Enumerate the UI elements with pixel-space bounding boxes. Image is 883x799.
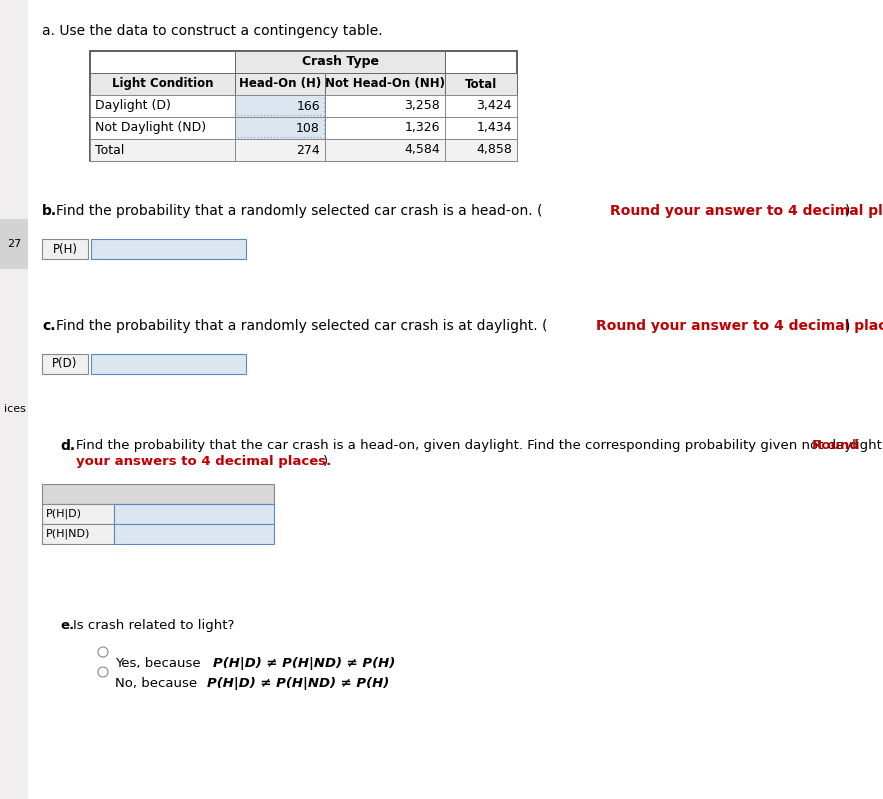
Text: ices: ices <box>4 404 26 414</box>
Circle shape <box>98 667 108 677</box>
Text: 274: 274 <box>297 144 320 157</box>
Text: d.: d. <box>60 439 75 453</box>
Text: Find the probability that the car crash is a head-on, given daylight. Find the c: Find the probability that the car crash … <box>76 439 883 452</box>
Text: Daylight (D): Daylight (D) <box>95 100 171 113</box>
Bar <box>235 139 325 161</box>
Bar <box>235 95 325 117</box>
Bar <box>325 73 445 95</box>
Text: Head-On (H): Head-On (H) <box>239 78 321 90</box>
Bar <box>235 51 445 73</box>
Text: P(H|ND): P(H|ND) <box>46 529 90 539</box>
Text: 166: 166 <box>297 100 320 113</box>
Text: 3,258: 3,258 <box>404 100 440 113</box>
Text: ): ) <box>845 204 850 218</box>
Text: 1,434: 1,434 <box>477 121 512 134</box>
Text: a. Use the data to construct a contingency table.: a. Use the data to construct a contingen… <box>42 24 382 38</box>
Bar <box>90 73 235 95</box>
Bar <box>42 504 114 524</box>
Text: P(H|D): P(H|D) <box>46 509 82 519</box>
Text: Light Condition: Light Condition <box>112 78 214 90</box>
Text: e.: e. <box>60 619 74 632</box>
Bar <box>90 117 235 139</box>
Text: Not Daylight (ND): Not Daylight (ND) <box>95 121 206 134</box>
Circle shape <box>98 647 108 657</box>
Text: 4,858: 4,858 <box>476 144 512 157</box>
Bar <box>42 354 88 374</box>
Text: Round your answer to 4 decimal places.: Round your answer to 4 decimal places. <box>610 204 883 218</box>
Text: Total: Total <box>95 144 125 157</box>
Text: 3,424: 3,424 <box>477 100 512 113</box>
Text: ): ) <box>845 319 850 333</box>
Bar <box>325 117 445 139</box>
Bar <box>90 139 235 161</box>
Bar <box>445 117 517 139</box>
Text: c.: c. <box>42 319 56 333</box>
Bar <box>0 219 28 269</box>
Text: P(H|D) ≠ P(H|ND) ≠ P(H): P(H|D) ≠ P(H|ND) ≠ P(H) <box>207 677 389 690</box>
Bar <box>91 239 246 259</box>
Bar <box>42 484 274 504</box>
Text: 4,584: 4,584 <box>404 144 440 157</box>
Bar <box>114 504 274 524</box>
Text: Total: Total <box>464 78 497 90</box>
Bar <box>114 524 274 544</box>
Text: P(H): P(H) <box>52 243 78 256</box>
Text: Find the probability that a randomly selected car crash is a head-on. (: Find the probability that a randomly sel… <box>56 204 542 218</box>
Text: 108: 108 <box>296 121 320 134</box>
Bar <box>445 73 517 95</box>
Bar <box>445 139 517 161</box>
Text: Round: Round <box>812 439 860 452</box>
Text: Find the probability that a randomly selected car crash is at daylight. (: Find the probability that a randomly sel… <box>56 319 547 333</box>
Text: Round your answer to 4 decimal places.: Round your answer to 4 decimal places. <box>596 319 883 333</box>
Text: 1,326: 1,326 <box>404 121 440 134</box>
Bar <box>42 524 114 544</box>
Bar <box>90 51 517 161</box>
Text: Yes, because: Yes, because <box>115 657 205 670</box>
Text: P(H|D) ≠ P(H|ND) ≠ P(H): P(H|D) ≠ P(H|ND) ≠ P(H) <box>213 657 396 670</box>
Text: No, because: No, because <box>115 677 201 690</box>
Bar <box>235 73 325 95</box>
Text: Is crash related to light?: Is crash related to light? <box>73 619 234 632</box>
Text: Not Head-On (NH): Not Head-On (NH) <box>325 78 445 90</box>
Text: P(D): P(D) <box>52 357 78 371</box>
Bar <box>91 354 246 374</box>
Bar <box>325 95 445 117</box>
Bar <box>90 95 235 117</box>
Text: 27: 27 <box>7 239 21 249</box>
Text: ): ) <box>323 455 328 468</box>
Bar <box>445 95 517 117</box>
Bar <box>0 0 28 799</box>
Text: Crash Type: Crash Type <box>301 55 379 69</box>
Text: your answers to 4 decimal places.: your answers to 4 decimal places. <box>76 455 331 468</box>
Bar <box>235 117 325 139</box>
Text: b.: b. <box>42 204 57 218</box>
Bar <box>42 239 88 259</box>
Bar <box>325 139 445 161</box>
